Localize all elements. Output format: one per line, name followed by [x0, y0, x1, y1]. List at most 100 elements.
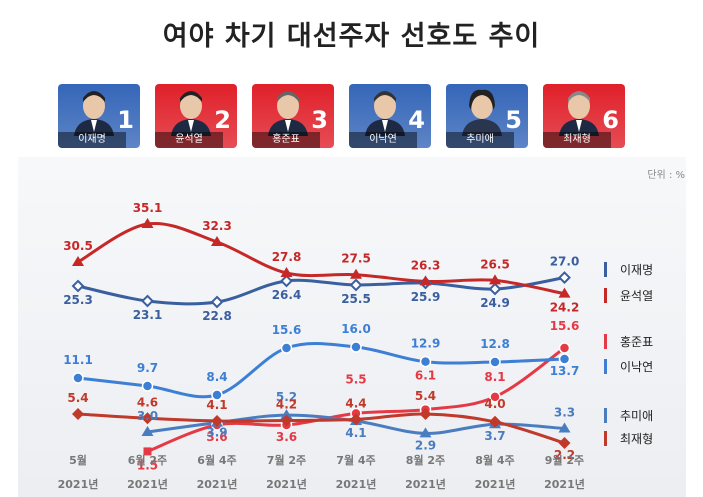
data-label: 3.9: [206, 426, 227, 440]
data-point: [72, 408, 84, 420]
avatar: [462, 89, 502, 136]
data-point: [350, 341, 362, 353]
data-label: 15.6: [272, 323, 302, 337]
legend-label: 홍준표: [620, 335, 653, 349]
legend-label: 추미애: [620, 409, 653, 423]
x-tick-label: 5월: [69, 453, 87, 467]
legend-swatch: [604, 408, 607, 423]
data-point: [558, 342, 571, 354]
data-point: [350, 268, 362, 279]
candidate-name: 홍준표: [252, 132, 320, 148]
data-point: [489, 415, 501, 428]
data-label: 24.2: [550, 301, 580, 315]
data-label: 4.2: [276, 397, 297, 411]
data-point: [71, 279, 85, 293]
candidate-card-5: 5 추미애: [446, 84, 528, 148]
data-label: 26.5: [480, 257, 510, 271]
candidate-number: 4: [408, 106, 425, 134]
data-point: [143, 447, 152, 456]
candidate-name: 최재형: [543, 132, 611, 148]
data-label: 4.1: [345, 426, 366, 440]
avatar: [171, 91, 211, 136]
candidate-number: 3: [311, 106, 328, 134]
x-tick-sublabel: 2021년: [58, 477, 99, 491]
data-label: 11.1: [63, 353, 93, 367]
data-label: 1.5: [137, 458, 158, 472]
legend-label: 최재형: [620, 432, 653, 446]
data-label: 3.6: [206, 430, 227, 444]
data-label: 23.1: [133, 308, 163, 322]
x-tick-sublabel: 2021년: [336, 477, 377, 491]
data-label: 26.4: [272, 288, 302, 302]
data-point: [349, 278, 363, 292]
data-label: 5.4: [67, 391, 88, 405]
data-label: 6.1: [415, 369, 436, 383]
data-point: [558, 271, 571, 284]
x-tick-sublabel: 2021년: [475, 477, 516, 491]
data-label: 2.2: [554, 448, 575, 462]
x-tick-label: 6월 4주: [197, 453, 236, 467]
data-label: 12.9: [411, 337, 441, 351]
data-point: [72, 256, 84, 266]
data-point: [210, 295, 224, 309]
data-label: 8.1: [484, 370, 505, 384]
candidate-name: 이낙연: [349, 132, 417, 148]
data-label: 13.7: [550, 364, 580, 378]
data-label: 3.0: [137, 409, 158, 423]
candidate-card-1: 1 이재명: [58, 84, 140, 148]
legend-label: 윤석열: [620, 289, 653, 303]
x-tick-sublabel: 2021년: [197, 477, 238, 491]
chart-panel: [18, 157, 686, 497]
data-point: [419, 427, 432, 438]
candidate-number: 5: [505, 106, 522, 134]
data-point: [280, 414, 293, 427]
data-point: [280, 342, 293, 354]
data-label: 2.9: [415, 438, 436, 452]
data-label: 5.2: [276, 390, 297, 404]
candidate-number: 6: [602, 106, 619, 134]
legend-swatch: [604, 288, 607, 303]
data-point: [280, 274, 293, 288]
data-point: [211, 236, 223, 246]
data-point: [141, 218, 154, 228]
avatar: [268, 91, 308, 136]
candidate-name: 윤석열: [155, 132, 223, 148]
data-point: [488, 282, 502, 296]
data-point: [558, 437, 571, 449]
x-tick-sublabel: 2021년: [544, 477, 585, 491]
data-point: [489, 391, 501, 403]
x-tick-label: 9월 2주: [545, 453, 584, 467]
data-label: 8.4: [206, 370, 227, 384]
legend-label: 이재명: [620, 263, 653, 277]
data-point: [141, 412, 154, 425]
candidate-card-4: 4 이낙연: [349, 84, 431, 148]
data-label: 3.6: [276, 430, 297, 444]
data-point: [489, 274, 501, 285]
avatar: [74, 91, 114, 136]
data-point: [280, 409, 293, 420]
avatar: [559, 91, 599, 136]
data-label: 25.3: [63, 293, 93, 307]
x-tick-sublabel: 2021년: [405, 477, 446, 491]
data-label: 4.6: [137, 395, 158, 409]
legend-swatch: [604, 359, 607, 374]
candidate-number: 2: [214, 106, 231, 134]
data-label: 15.6: [550, 319, 580, 333]
data-point: [489, 356, 501, 368]
data-label: 9.7: [137, 361, 158, 375]
candidate-number: 1: [117, 106, 134, 134]
legend-swatch: [604, 334, 607, 349]
x-tick-label: 7월 2주: [267, 453, 306, 467]
data-label: 27.5: [341, 252, 371, 266]
data-label: 3.3: [554, 406, 575, 420]
data-label: 4.4: [345, 396, 366, 410]
avatar: [365, 91, 405, 136]
legend-label: 이낙연: [620, 360, 653, 374]
data-point: [558, 287, 571, 298]
data-point: [419, 275, 432, 286]
unit-label: 단위 : %: [647, 170, 685, 181]
data-label: 27.8: [272, 250, 302, 264]
data-point: [72, 372, 84, 384]
data-label: 5.5: [345, 372, 366, 386]
